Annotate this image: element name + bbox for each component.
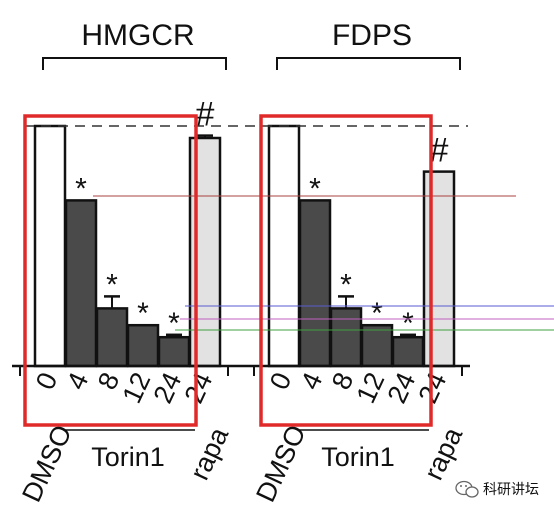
fdps-bar-3: [360, 323, 394, 368]
hmgcr-bar-4: [157, 335, 191, 368]
fdps-marker-1: *: [309, 172, 321, 205]
torin-label-left: Torin1: [91, 442, 165, 472]
hmgcr-bar-2: [95, 307, 129, 368]
highlight-box-right: [259, 114, 433, 427]
fdps-bar-4: [391, 335, 425, 368]
wechat-icon: [455, 480, 479, 498]
hmgcr-bar-1: [64, 199, 98, 368]
fdps-bar-1: [298, 199, 332, 368]
fdps-marker-5: #: [430, 132, 449, 170]
hmgcr-tick-label-5: 24: [179, 368, 219, 408]
fdps-title-bracket: [276, 57, 461, 70]
fdps-error-bars: [338, 295, 416, 338]
hmgcr-marker-3: *: [137, 297, 149, 330]
fdps-marker-3: *: [371, 297, 383, 330]
hmgcr-bar-3: [126, 323, 160, 368]
rapa-label-right: rapa: [418, 422, 468, 485]
hmgcr-marker-1: *: [75, 172, 87, 205]
axis-ticks: [19, 366, 463, 376]
watermark: 科研讲坛: [455, 480, 539, 498]
hmgcr-title-bracket: [42, 57, 227, 70]
hmgcr-marker-2: *: [106, 268, 118, 301]
watermark-text: 科研讲坛: [483, 481, 539, 497]
fdps-bar-2: [329, 307, 363, 368]
hmgcr-bar-0: [33, 124, 67, 368]
fdps-markers: * * * * #: [309, 132, 448, 340]
hmgcr-marker-4: *: [168, 307, 180, 340]
fdps-marker-2: *: [340, 268, 352, 301]
highlight-box-left: [23, 114, 198, 427]
dmso-label-right: DMSO: [250, 420, 311, 506]
hmgcr-error-bars: [104, 134, 213, 338]
fdps-tick-label-0: 0: [264, 368, 298, 394]
dmso-label-left: DMSO: [16, 420, 77, 506]
hmgcr-tick-label-1: 4: [61, 368, 95, 394]
fdps-title: FDPS: [332, 19, 412, 52]
fdps-marker-4: *: [402, 307, 414, 340]
fdps-bar-5: [422, 170, 456, 368]
rapa-label-left: rapa: [184, 422, 234, 485]
hmgcr-title: HMGCR: [81, 19, 194, 52]
torin-label-right: Torin1: [321, 442, 395, 472]
hmgcr-tick-label-0: 0: [30, 368, 64, 394]
hmgcr-markers: * * * * #: [75, 96, 214, 340]
fdps-tick-label-1: 4: [295, 368, 329, 394]
hmgcr-marker-5: #: [196, 96, 215, 134]
